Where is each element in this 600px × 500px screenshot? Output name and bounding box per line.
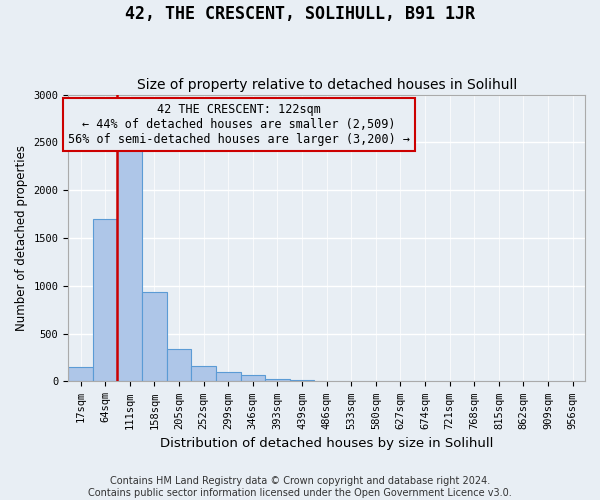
Bar (68, 367, 93, 382)
Bar (265, 378, 290, 382)
Y-axis label: Number of detached properties: Number of detached properties (15, 145, 28, 331)
Text: Contains HM Land Registry data © Crown copyright and database right 2024.
Contai: Contains HM Land Registry data © Crown c… (88, 476, 512, 498)
X-axis label: Distribution of detached houses by size in Solihull: Distribution of detached houses by size … (160, 437, 493, 450)
Text: 42, THE CRESCENT, SOLIHULL, B91 1JR: 42, THE CRESCENT, SOLIHULL, B91 1JR (125, 5, 475, 23)
Title: Size of property relative to detached houses in Solihull: Size of property relative to detached ho… (137, 78, 517, 92)
Bar (290, 380, 314, 382)
Bar (216, 372, 241, 382)
Bar (93, 219, 118, 382)
Text: 42 THE CRESCENT: 122sqm
← 44% of detached houses are smaller (2,509)
56% of semi: 42 THE CRESCENT: 122sqm ← 44% of detache… (68, 103, 410, 146)
Bar (191, 366, 216, 382)
Bar (142, 292, 167, 382)
Bar (167, 349, 191, 382)
Bar (241, 375, 265, 382)
Bar (118, 150, 142, 382)
